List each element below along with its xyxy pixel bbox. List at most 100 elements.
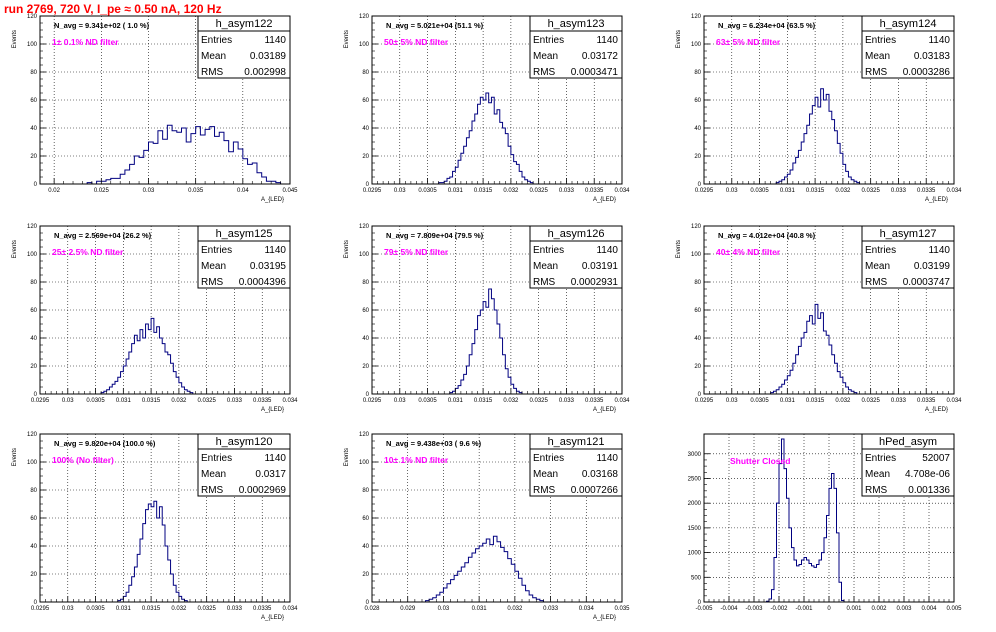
- histogram-bin: [163, 139, 168, 184]
- histogram-bin: [812, 566, 815, 602]
- histogram-bin: [182, 128, 187, 184]
- stats-value: 1140: [596, 453, 618, 464]
- histogram-bin: [497, 542, 501, 602]
- stats-label: Mean: [865, 469, 890, 480]
- histogram-line: [775, 88, 861, 184]
- x-tick-label: 0.0315: [142, 606, 161, 612]
- x-tick-label: 0.02: [48, 188, 60, 194]
- histogram-bin: [486, 93, 489, 184]
- histogram-bin: [494, 114, 497, 184]
- y-tick-label: 100: [359, 42, 370, 48]
- histogram-bin: [533, 598, 537, 602]
- histogram-bin: [797, 566, 800, 602]
- y-tick-label: 60: [30, 98, 37, 104]
- x-tick-label: 0.0335: [585, 398, 604, 404]
- stats-box-frame: [529, 15, 623, 79]
- histogram-bin: [120, 174, 125, 184]
- stats-value: 0.03195: [250, 261, 287, 272]
- histogram-bin: [500, 122, 503, 184]
- y-tick-label: 60: [362, 516, 369, 522]
- y-tick-label: 100: [359, 252, 370, 258]
- x-tick-label: 0.0325: [861, 398, 880, 404]
- x-tick-label: 0.032: [503, 398, 519, 404]
- x-axis-title: A_{LED}: [925, 197, 948, 203]
- x-tick-label: 0.002: [871, 606, 887, 612]
- stats-label: Mean: [201, 469, 226, 480]
- stats-value: 0.0002931: [571, 277, 619, 288]
- histogram-bin: [436, 595, 440, 602]
- y-tick-label: 3000: [688, 452, 702, 458]
- stats-label: RMS: [865, 277, 888, 288]
- y-tick-label: 80: [362, 488, 369, 494]
- stats-box-frame: [861, 433, 955, 497]
- x-tick-label: 0.0335: [253, 398, 272, 404]
- navg-label: N_avg = 6.234e+04 (63.5 %): [718, 21, 816, 30]
- plot-area: 0.0295 0.03 0.0305 0.031 0.0315 0.032 0.0325 0.…: [344, 14, 630, 203]
- histogram-bin: [504, 552, 508, 602]
- x-tick-label: 0.0315: [474, 188, 493, 194]
- stats-title: h_asym126: [548, 228, 605, 240]
- stats-label: Entries: [533, 245, 564, 256]
- stats-label: Mean: [865, 51, 890, 62]
- x-tick-label: 0.0315: [806, 398, 825, 404]
- histogram-bin: [489, 103, 492, 184]
- histogram-bin: [465, 563, 469, 602]
- histogram-line: [425, 535, 544, 602]
- y-tick-label: 80: [30, 70, 37, 76]
- y-tick-label: 100: [27, 252, 38, 258]
- x-tick-label: 0.031: [448, 188, 464, 194]
- navg-label: N_avg = 2.569e+04 (26.2 %): [54, 231, 152, 240]
- stats-value: 0.03199: [914, 261, 951, 272]
- stats-label: Entries: [533, 453, 564, 464]
- histogram-bin: [440, 592, 444, 602]
- histogram-bin: [210, 127, 215, 184]
- x-axis-title: A_{LED}: [261, 615, 284, 621]
- x-tick-label: 0.0325: [197, 606, 216, 612]
- histogram-bin: [478, 104, 481, 184]
- stats-label: RMS: [201, 485, 224, 496]
- histogram-bin: [476, 549, 480, 602]
- histogram-bin: [148, 142, 153, 184]
- stats-value: 0.002998: [244, 67, 286, 78]
- histogram-svg: 0.0295 0.03 0.0305 0.031 0.0315 0.032 0.0325 0.…: [344, 14, 630, 203]
- stats-label: Mean: [865, 261, 890, 272]
- histogram-bin: [137, 341, 140, 394]
- x-tick-label: 0.03: [394, 188, 406, 194]
- histogram-bin: [200, 135, 205, 184]
- histogram-bin: [151, 507, 154, 602]
- stats-label: Entries: [201, 453, 232, 464]
- histogram-bin: [238, 149, 243, 184]
- histogram-bin: [823, 100, 826, 184]
- stats-box-frame: [861, 15, 955, 79]
- y-tick-label: 100: [359, 460, 370, 466]
- y-tick-label: 60: [694, 98, 701, 104]
- histogram-pad: 0.0295 0.03 0.0305 0.031 0.0315 0.032 0.0325 0.…: [332, 224, 630, 424]
- x-tick-label: 0.032: [171, 398, 187, 404]
- y-tick-label: 60: [362, 308, 369, 314]
- histogram-bin: [818, 107, 821, 184]
- stats-value: 0.0004396: [239, 277, 287, 288]
- filter-annotation: 40± 4% ND filter: [716, 247, 781, 257]
- stats-label: Entries: [865, 245, 896, 256]
- y-tick-label: 120: [359, 14, 370, 20]
- histogram-bin: [219, 132, 224, 184]
- y-tick-label: 80: [362, 280, 369, 286]
- filter-annotation: 10± 1% ND filter: [384, 455, 449, 465]
- y-tick-label: 1500: [688, 526, 702, 532]
- x-tick-label: 0.0305: [86, 606, 105, 612]
- stats-value: 0.03168: [582, 469, 619, 480]
- y-tick-label: 20: [30, 572, 37, 578]
- x-tick-label: 0.001: [846, 606, 862, 612]
- histogram-bin: [165, 352, 168, 394]
- y-tick-label: 60: [694, 308, 701, 314]
- stats-box: h_asym124 Entries 1140 Mean 0.03183 RMS 0.0003…: [861, 15, 955, 79]
- stats-label: Entries: [865, 35, 896, 46]
- y-tick-label: 0: [698, 392, 702, 398]
- histogram-pad: 0.0295 0.03 0.0305 0.031 0.0315 0.032 0.0325 0.…: [332, 14, 630, 214]
- y-tick-label: 120: [27, 14, 38, 20]
- histogram-pad: 0.028 0.029 0.03 0.031 0.032 0.033 0.034 0.035 0…: [332, 432, 630, 632]
- histogram-bin: [447, 584, 451, 602]
- histogram-bin: [817, 564, 820, 602]
- stats-box: h_asym123 Entries 1140 Mean 0.03172 RMS 0.0003…: [529, 15, 623, 79]
- stats-label: Mean: [201, 261, 226, 272]
